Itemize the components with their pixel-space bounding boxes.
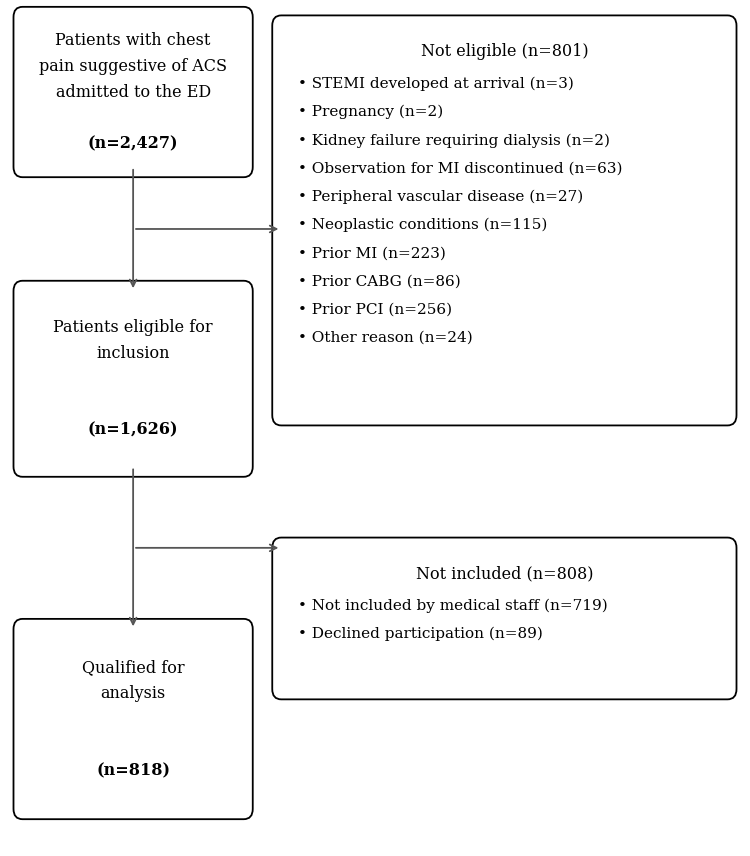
Text: • Peripheral vascular disease (n=27): • Peripheral vascular disease (n=27) (298, 190, 583, 204)
Text: Patients eligible for: Patients eligible for (53, 319, 213, 336)
FancyBboxPatch shape (13, 281, 253, 477)
Text: Not included (n=808): Not included (n=808) (416, 565, 593, 582)
Text: (n=1,626): (n=1,626) (88, 422, 178, 438)
Text: pain suggestive of ACS: pain suggestive of ACS (39, 58, 227, 74)
FancyBboxPatch shape (13, 7, 253, 177)
Text: • Prior PCI (n=256): • Prior PCI (n=256) (298, 303, 452, 317)
Text: analysis: analysis (100, 685, 166, 702)
Text: • STEMI developed at arrival (n=3): • STEMI developed at arrival (n=3) (298, 77, 574, 91)
Text: • Kidney failure requiring dialysis (n=2): • Kidney failure requiring dialysis (n=2… (298, 134, 610, 147)
Text: inclusion: inclusion (96, 345, 170, 361)
Text: • Declined participation (n=89): • Declined participation (n=89) (298, 627, 542, 641)
Text: Not eligible (n=801): Not eligible (n=801) (421, 43, 588, 60)
Text: • Prior MI (n=223): • Prior MI (n=223) (298, 247, 446, 260)
Text: (n=2,427): (n=2,427) (88, 135, 178, 152)
Text: • Prior CABG (n=86): • Prior CABG (n=86) (298, 275, 460, 288)
Text: • Not included by medical staff (n=719): • Not included by medical staff (n=719) (298, 599, 608, 613)
Text: Qualified for: Qualified for (82, 659, 184, 676)
Text: • Observation for MI discontinued (n=63): • Observation for MI discontinued (n=63) (298, 162, 622, 175)
FancyBboxPatch shape (272, 15, 736, 425)
Text: admitted to the ED: admitted to the ED (56, 84, 211, 100)
Text: Patients with chest: Patients with chest (56, 33, 211, 49)
Text: • Neoplastic conditions (n=115): • Neoplastic conditions (n=115) (298, 218, 547, 232)
Text: • Other reason (n=24): • Other reason (n=24) (298, 331, 472, 345)
Text: (n=818): (n=818) (96, 762, 170, 779)
Text: • Pregnancy (n=2): • Pregnancy (n=2) (298, 105, 443, 119)
FancyBboxPatch shape (272, 538, 736, 699)
FancyBboxPatch shape (13, 619, 253, 819)
